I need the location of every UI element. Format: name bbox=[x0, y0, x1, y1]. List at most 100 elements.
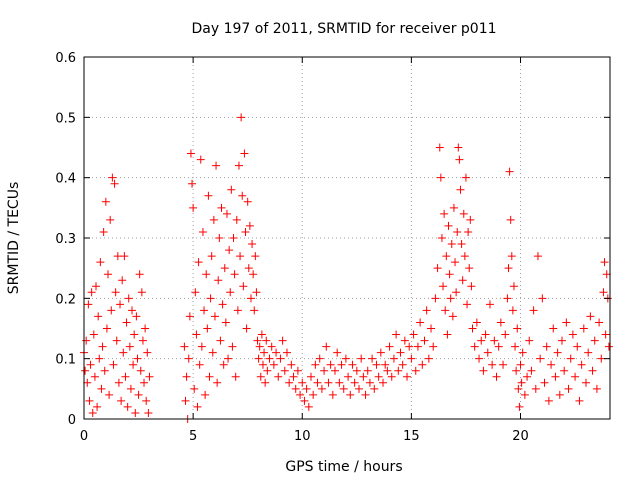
data-point bbox=[246, 294, 255, 303]
data-point bbox=[145, 372, 154, 381]
data-point bbox=[494, 342, 503, 351]
data-point bbox=[453, 227, 462, 236]
data-point bbox=[304, 402, 313, 411]
data-point bbox=[102, 324, 111, 333]
data-point bbox=[143, 348, 152, 357]
data-point bbox=[124, 294, 133, 303]
data-point bbox=[365, 378, 374, 387]
data-point bbox=[547, 360, 556, 369]
data-point bbox=[224, 354, 233, 363]
data-point bbox=[93, 402, 102, 411]
data-point bbox=[219, 360, 228, 369]
data-point bbox=[110, 179, 119, 188]
data-point bbox=[439, 282, 448, 291]
data-point bbox=[193, 402, 202, 411]
data-point bbox=[109, 360, 118, 369]
data-point bbox=[198, 227, 207, 236]
data-point bbox=[190, 384, 199, 393]
data-point bbox=[117, 396, 126, 405]
data-point bbox=[505, 167, 514, 176]
data-point bbox=[317, 384, 326, 393]
data-point bbox=[306, 372, 315, 381]
data-point bbox=[330, 366, 339, 375]
data-point bbox=[394, 366, 403, 375]
data-point bbox=[436, 173, 445, 182]
data-point bbox=[372, 360, 381, 369]
data-point bbox=[101, 197, 110, 206]
data-point bbox=[185, 312, 194, 321]
data-point bbox=[409, 330, 418, 339]
data-point bbox=[189, 203, 198, 212]
data-point bbox=[599, 288, 608, 297]
data-point bbox=[363, 366, 372, 375]
data-point bbox=[564, 384, 573, 393]
data-point bbox=[249, 270, 258, 279]
data-point bbox=[94, 312, 103, 321]
data-point bbox=[466, 215, 475, 224]
data-point bbox=[527, 366, 536, 375]
data-point bbox=[232, 215, 241, 224]
data-point bbox=[600, 258, 609, 267]
data-point bbox=[256, 372, 265, 381]
data-point bbox=[217, 203, 226, 212]
data-point bbox=[182, 372, 191, 381]
data-point bbox=[333, 348, 342, 357]
data-point bbox=[230, 270, 239, 279]
data-point bbox=[413, 342, 422, 351]
data-point bbox=[212, 161, 221, 170]
data-point bbox=[447, 240, 456, 249]
data-point bbox=[320, 366, 329, 375]
data-point bbox=[269, 360, 278, 369]
data-point bbox=[389, 354, 398, 363]
data-point bbox=[359, 372, 368, 381]
data-point bbox=[557, 336, 566, 345]
data-point bbox=[442, 252, 451, 261]
data-point bbox=[99, 227, 108, 236]
data-point bbox=[96, 258, 105, 267]
data-point bbox=[209, 215, 218, 224]
data-point bbox=[104, 270, 113, 279]
data-point bbox=[445, 270, 454, 279]
data-point bbox=[571, 372, 580, 381]
data-point bbox=[584, 348, 593, 357]
data-point bbox=[579, 324, 588, 333]
data-point bbox=[257, 330, 266, 339]
y-tick-label: 0.2 bbox=[55, 292, 76, 307]
data-point bbox=[244, 264, 253, 273]
data-point bbox=[348, 360, 357, 369]
data-point bbox=[300, 396, 309, 405]
data-point bbox=[252, 288, 261, 297]
data-point bbox=[188, 179, 197, 188]
data-point bbox=[346, 390, 355, 399]
data-point bbox=[200, 306, 209, 315]
data-point bbox=[341, 354, 350, 363]
data-point bbox=[194, 258, 203, 267]
data-point bbox=[441, 306, 450, 315]
y-tick-label: 0.6 bbox=[55, 51, 76, 66]
data-point bbox=[379, 378, 388, 387]
data-point bbox=[424, 354, 433, 363]
data-point bbox=[514, 384, 523, 393]
data-point bbox=[485, 300, 494, 309]
data-point bbox=[573, 342, 582, 351]
data-point bbox=[225, 246, 234, 255]
data-point bbox=[92, 282, 101, 291]
data-point bbox=[296, 390, 305, 399]
data-point bbox=[385, 342, 394, 351]
data-point bbox=[499, 360, 508, 369]
data-point bbox=[213, 378, 222, 387]
data-point bbox=[208, 348, 217, 357]
data-point bbox=[311, 360, 320, 369]
data-point bbox=[260, 348, 269, 357]
data-point bbox=[516, 360, 525, 369]
data-point bbox=[455, 155, 464, 164]
data-point bbox=[184, 354, 193, 363]
data-point bbox=[335, 378, 344, 387]
data-point bbox=[141, 324, 150, 333]
data-point bbox=[324, 378, 333, 387]
data-point bbox=[142, 396, 151, 405]
data-point bbox=[383, 366, 392, 375]
data-point bbox=[221, 318, 230, 327]
data-point bbox=[234, 161, 243, 170]
data-point bbox=[136, 366, 145, 375]
